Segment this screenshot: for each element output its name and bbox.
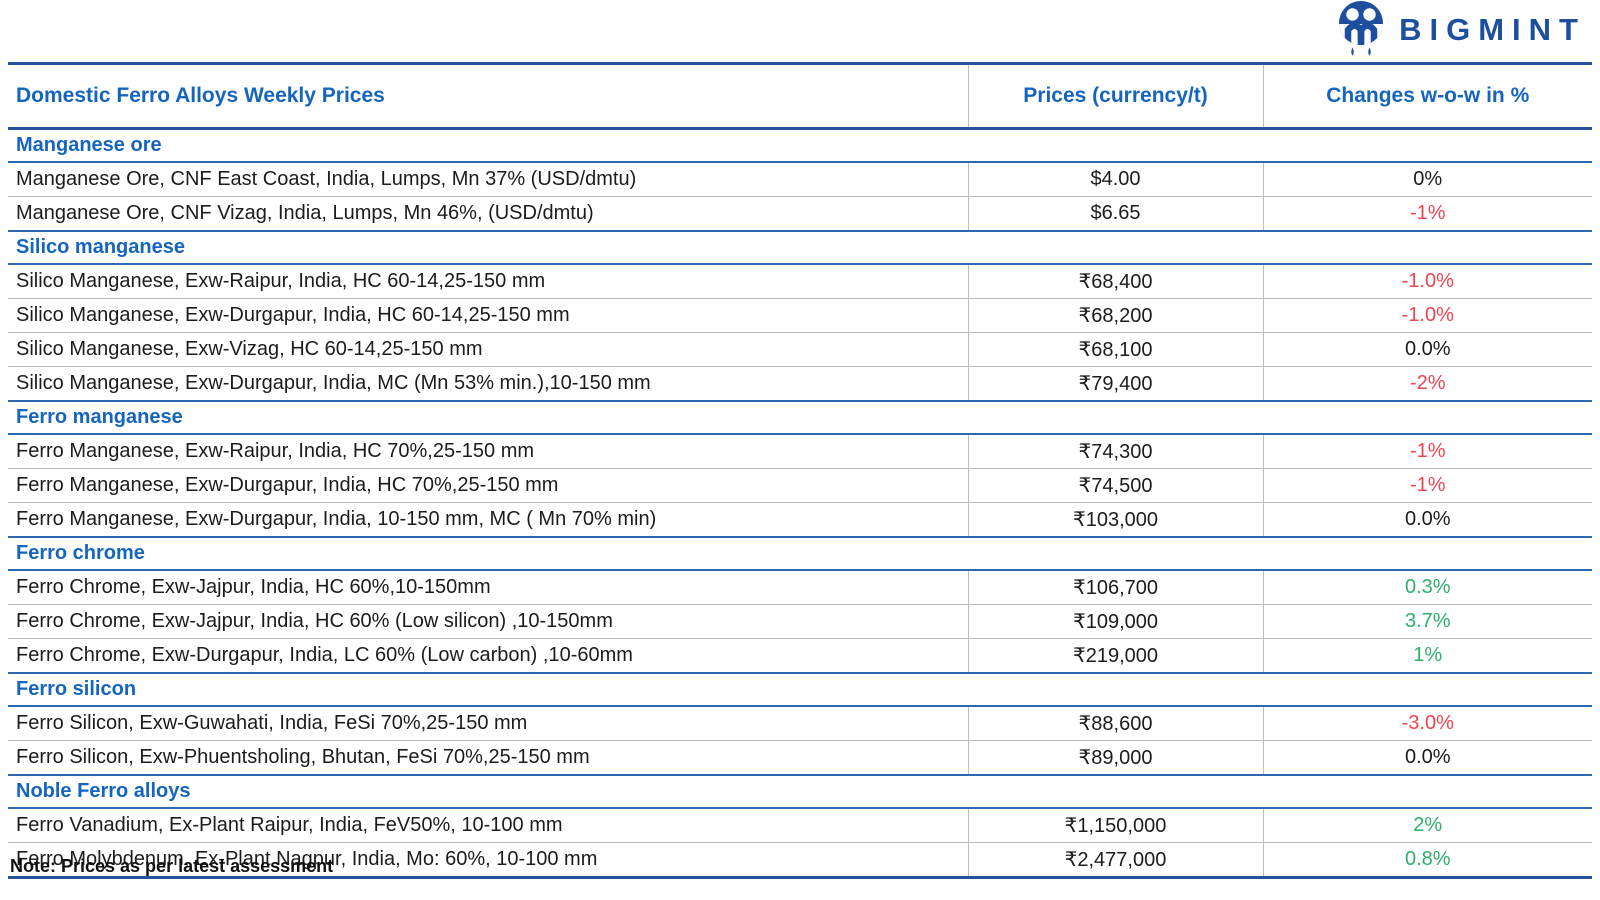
change-cell: -1% [1262, 196, 1592, 231]
column-header-prices: Prices (currency/t) [967, 63, 1263, 130]
change-cell: 2% [1262, 807, 1592, 843]
product-cell: Ferro Silicon, Exw-Guwahati, India, FeSi… [8, 705, 968, 741]
section-row: Manganese ore [8, 127, 1592, 163]
price-cell: ₹68,100 [967, 332, 1263, 367]
section-row: Ferro manganese [8, 400, 1592, 435]
change-cell: -1.0% [1262, 298, 1592, 333]
product-cell: Ferro Vanadium, Ex-Plant Raipur, India, … [8, 807, 968, 843]
change-cell: 0.3% [1262, 569, 1592, 605]
bigmint-logo: BIGMINT [1335, 0, 1586, 58]
table-row: Silico Manganese, Exw-Durgapur, India, H… [8, 298, 1592, 333]
product-cell: Silico Manganese, Exw-Raipur, India, HC … [8, 263, 968, 299]
product-cell: Manganese Ore, CNF East Coast, India, Lu… [8, 161, 968, 197]
change-cell: 3.7% [1262, 604, 1592, 639]
product-cell: Ferro Silicon, Exw-Phuentsholing, Bhutan… [8, 740, 968, 775]
price-cell: ₹219,000 [967, 638, 1263, 673]
change-cell: 0.8% [1262, 842, 1592, 878]
price-cell: $4.00 [967, 161, 1263, 197]
bigmint-logo-icon [1335, 0, 1387, 62]
price-cell: ₹2,477,000 [967, 842, 1263, 878]
product-cell: Ferro Chrome, Exw-Jajpur, India, HC 60% … [8, 604, 968, 639]
price-cell: ₹68,200 [967, 298, 1263, 333]
table-row: Ferro Chrome, Exw-Durgapur, India, LC 60… [8, 638, 1592, 673]
section-row: Ferro silicon [8, 672, 1592, 707]
table-row: Ferro Chrome, Exw-Jajpur, India, HC 60%,… [8, 569, 1592, 605]
price-cell: ₹109,000 [967, 604, 1263, 639]
product-cell: Ferro Chrome, Exw-Jajpur, India, HC 60%,… [8, 569, 968, 605]
table-header-row: Domestic Ferro Alloys Weekly Prices Pric… [8, 63, 1592, 130]
change-cell: -3.0% [1262, 705, 1592, 741]
bigmint-logo-text: BIGMINT [1399, 12, 1586, 47]
price-cell: ₹106,700 [967, 569, 1263, 605]
table-row: Manganese Ore, CNF Vizag, India, Lumps, … [8, 196, 1592, 231]
product-cell: Silico Manganese, Exw-Durgapur, India, H… [8, 298, 968, 333]
price-cell: ₹74,500 [967, 468, 1263, 503]
section-label: Manganese ore [8, 127, 1592, 163]
product-cell: Ferro Molybdenum, Ex-Plant Nagpur, India… [8, 842, 968, 878]
table-row: Ferro Manganese, Exw-Raipur, India, HC 7… [8, 433, 1592, 469]
price-cell: ₹74,300 [967, 433, 1263, 469]
price-cell: ₹79,400 [967, 366, 1263, 401]
table-row: Ferro Manganese, Exw-Durgapur, India, HC… [8, 468, 1592, 503]
product-cell: Silico Manganese, Exw-Vizag, HC 60-14,25… [8, 332, 968, 367]
table-title: Domestic Ferro Alloys Weekly Prices [8, 63, 968, 130]
change-cell: 1% [1262, 638, 1592, 673]
table-row: Ferro Molybdenum, Ex-Plant Nagpur, India… [8, 842, 1592, 878]
section-label: Ferro manganese [8, 400, 1592, 435]
change-cell: 0.0% [1262, 502, 1592, 537]
change-cell: -2% [1262, 366, 1592, 401]
table-row: Ferro Silicon, Exw-Phuentsholing, Bhutan… [8, 740, 1592, 775]
section-label: Noble Ferro alloys [8, 774, 1592, 809]
note-text: Note: Prices as per latest assessment [10, 856, 334, 876]
table-row: Ferro Silicon, Exw-Guwahati, India, FeSi… [8, 705, 1592, 741]
change-cell: 0.0% [1262, 332, 1592, 367]
product-cell: Ferro Manganese, Exw-Raipur, India, HC 7… [8, 433, 968, 469]
section-label: Ferro chrome [8, 536, 1592, 571]
price-cell: ₹103,000 [967, 502, 1263, 537]
table-row: Silico Manganese, Exw-Vizag, HC 60-14,25… [8, 332, 1592, 367]
section-label: Ferro silicon [8, 672, 1592, 707]
change-cell: 0.0% [1262, 740, 1592, 775]
column-header-changes: Changes w-o-w in % [1262, 63, 1592, 130]
price-cell: $6.65 [967, 196, 1263, 231]
table-row: Silico Manganese, Exw-Raipur, India, HC … [8, 263, 1592, 299]
table-row: Silico Manganese, Exw-Durgapur, India, M… [8, 366, 1592, 401]
section-row: Noble Ferro alloys [8, 774, 1592, 809]
section-row: Silico manganese [8, 230, 1592, 265]
section-row: Ferro chrome [8, 536, 1592, 571]
table-row: Ferro Chrome, Exw-Jajpur, India, HC 60% … [8, 604, 1592, 639]
price-cell: ₹88,600 [967, 705, 1263, 741]
change-cell: -1% [1262, 468, 1592, 503]
table-row: Ferro Manganese, Exw-Durgapur, India, 10… [8, 502, 1592, 537]
section-label: Silico manganese [8, 230, 1592, 265]
product-cell: Silico Manganese, Exw-Durgapur, India, M… [8, 366, 968, 401]
change-cell: -1% [1262, 433, 1592, 469]
product-cell: Ferro Manganese, Exw-Durgapur, India, 10… [8, 502, 968, 537]
table-body: Manganese ore Manganese Ore, CNF East Coa… [8, 127, 1592, 878]
product-cell: Ferro Manganese, Exw-Durgapur, India, HC… [8, 468, 968, 503]
ferro-alloys-price-table: Domestic Ferro Alloys Weekly Prices Pric… [8, 62, 1592, 879]
product-cell: Manganese Ore, CNF Vizag, India, Lumps, … [8, 196, 968, 231]
change-cell: 0% [1262, 161, 1592, 197]
table-row: Ferro Vanadium, Ex-Plant Raipur, India, … [8, 807, 1592, 843]
change-cell: -1.0% [1262, 263, 1592, 299]
price-cell: ₹89,000 [967, 740, 1263, 775]
table-row: Manganese Ore, CNF East Coast, India, Lu… [8, 161, 1592, 197]
price-cell: ₹68,400 [967, 263, 1263, 299]
product-cell: Ferro Chrome, Exw-Durgapur, India, LC 60… [8, 638, 968, 673]
price-cell: ₹1,150,000 [967, 807, 1263, 843]
